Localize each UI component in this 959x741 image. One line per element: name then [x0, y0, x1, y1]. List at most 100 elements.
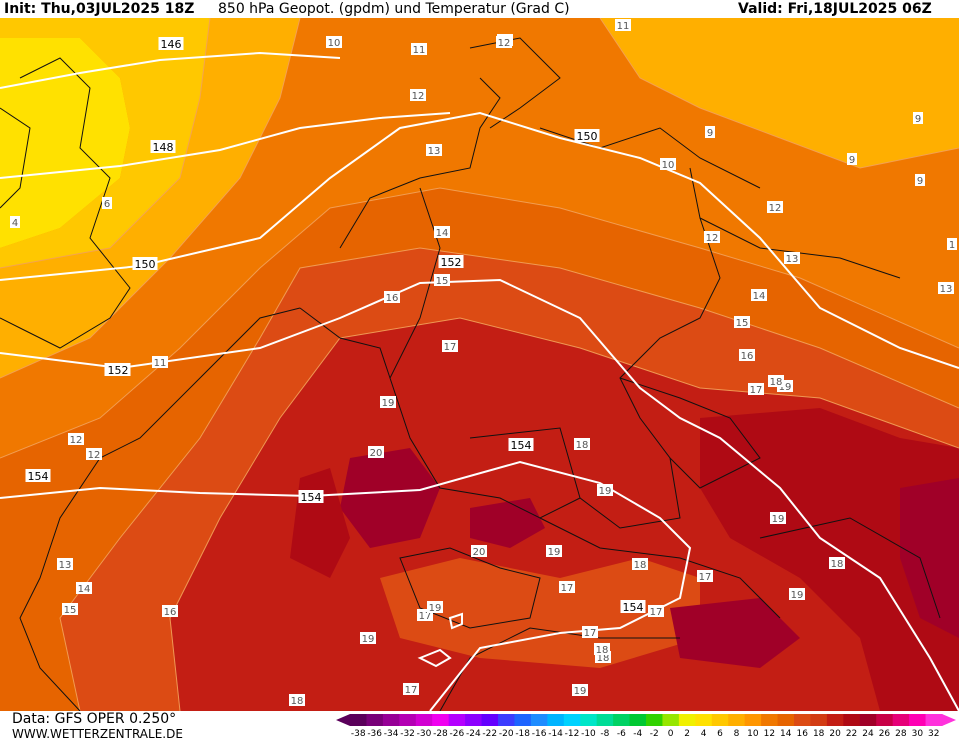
gp-154 [0, 460, 692, 711]
temperature-label: 12 [496, 36, 512, 49]
temp-band-20 [340, 448, 440, 548]
temperature-label: 15 [434, 274, 450, 287]
svg-text:20: 20 [370, 448, 383, 459]
temperature-label: 20 [471, 545, 487, 558]
svg-text:12: 12 [706, 233, 719, 244]
colorbar-swatch [498, 714, 515, 726]
colorbar-tick-label: 28 [895, 729, 907, 739]
colorbar-swatch [678, 714, 696, 726]
svg-text:146: 146 [161, 38, 182, 51]
svg-text:17: 17 [650, 607, 663, 618]
colorbar-tick-label: 4 [701, 729, 707, 739]
temperature-label: 17 [748, 383, 764, 396]
geopotential-label: 154 [620, 600, 646, 614]
temperature-label: 19 [546, 545, 562, 558]
colorbar-swatch [629, 714, 647, 726]
svg-text:17: 17 [699, 572, 712, 583]
svg-text:14: 14 [78, 584, 91, 595]
svg-text:16: 16 [164, 607, 177, 618]
temperature-label: 12 [410, 89, 426, 102]
svg-text:1: 1 [949, 240, 955, 251]
svg-text:154: 154 [623, 601, 644, 614]
colorbar-swatch [530, 714, 548, 726]
colorbar-swatch [777, 714, 795, 726]
svg-text:19: 19 [429, 603, 442, 614]
gp-152 [0, 278, 959, 711]
colorbar-tick-label: -28 [433, 729, 448, 739]
colorbar-right-arrow [942, 714, 956, 726]
svg-text:19: 19 [791, 590, 804, 601]
gp-154-loop [448, 612, 463, 630]
svg-text:16: 16 [741, 351, 754, 362]
coast-ireland [0, 107, 31, 209]
temperature-label: 18 [574, 438, 590, 451]
colorbar-tick-label: -22 [482, 729, 497, 739]
svg-text:11: 11 [617, 21, 630, 32]
svg-text:18: 18 [291, 696, 304, 707]
map-footer: Data: GFS OPER 0.250° WWW.WETTERZENTRALE… [0, 711, 959, 741]
colorbar-swatch [547, 714, 565, 726]
svg-text:16: 16 [386, 293, 399, 304]
colorbar-tick-label: 0 [668, 729, 674, 739]
temperature-label: 12 [68, 433, 84, 446]
temperature-label: 20 [368, 446, 384, 459]
colorbar-tick-label: -32 [400, 729, 415, 739]
svg-text:13: 13 [428, 146, 441, 157]
gp-150 [0, 111, 959, 369]
coast-france [19, 307, 301, 711]
svg-text:18: 18 [831, 559, 844, 570]
temperature-label: 9 [847, 153, 857, 166]
colorbar-swatch [514, 714, 532, 726]
colorbar-tick-label: 24 [862, 729, 874, 739]
colorbar-tick-label: 22 [846, 729, 857, 739]
temperature-label: 12 [767, 201, 783, 214]
svg-text:18: 18 [634, 560, 647, 571]
geopotential-label: 154 [298, 490, 324, 504]
temperature-label: 15 [734, 316, 750, 329]
temp-band-18-alps [380, 558, 700, 668]
temperature-label: 18 [289, 694, 305, 707]
colorbar-tick-label: 12 [764, 729, 775, 739]
temperature-label: 18 [632, 558, 648, 571]
border-italy [439, 627, 680, 711]
colorbar-tick-label: -14 [548, 729, 563, 739]
temperature-label: 16 [739, 349, 755, 362]
colorbar-tick-label: 6 [717, 729, 723, 739]
border-bw [469, 427, 581, 499]
colorbar-swatch [465, 714, 483, 726]
init-time: Init: Thu,03JUL2025 18Z [4, 1, 195, 17]
colorbar-swatch [711, 714, 729, 726]
colorbar-tick-label: 16 [796, 729, 808, 739]
colorbar-swatch [909, 714, 927, 726]
colorbar-swatch [892, 714, 910, 726]
border-be [299, 307, 391, 379]
colorbar-swatch [925, 714, 943, 726]
geopotential-label: 150 [574, 129, 600, 143]
svg-text:17: 17 [561, 583, 574, 594]
colorbar-swatch [810, 714, 828, 726]
colorbar-tick-label: -20 [499, 729, 514, 739]
temperature-label: 18 [829, 557, 845, 570]
temperature-label: 17 [697, 570, 713, 583]
colorbar-swatch [481, 714, 499, 726]
svg-text:14: 14 [753, 291, 766, 302]
valid-time: Valid: Fri,18JUL2025 06Z [738, 1, 932, 17]
colorbar-tick-label: -12 [565, 729, 580, 739]
colorbar-swatch [580, 714, 598, 726]
colorbar-swatch [744, 714, 762, 726]
svg-text:6: 6 [104, 199, 110, 210]
temperature-label: 14 [434, 226, 450, 239]
svg-text:19: 19 [599, 486, 612, 497]
geopotential-label: 154 [508, 438, 534, 452]
borders [0, 37, 941, 711]
svg-text:12: 12 [88, 450, 101, 461]
colorbar-swatch [859, 714, 877, 726]
temperature-label: 16 [162, 605, 178, 618]
svg-text:9: 9 [849, 155, 855, 166]
geopotential-label: 154 [25, 469, 51, 483]
svg-text:9: 9 [707, 128, 713, 139]
colorbar-swatch [761, 714, 779, 726]
border-austria [539, 517, 781, 619]
colorbar-tick-label: -18 [515, 729, 530, 739]
svg-text:18: 18 [596, 645, 609, 656]
